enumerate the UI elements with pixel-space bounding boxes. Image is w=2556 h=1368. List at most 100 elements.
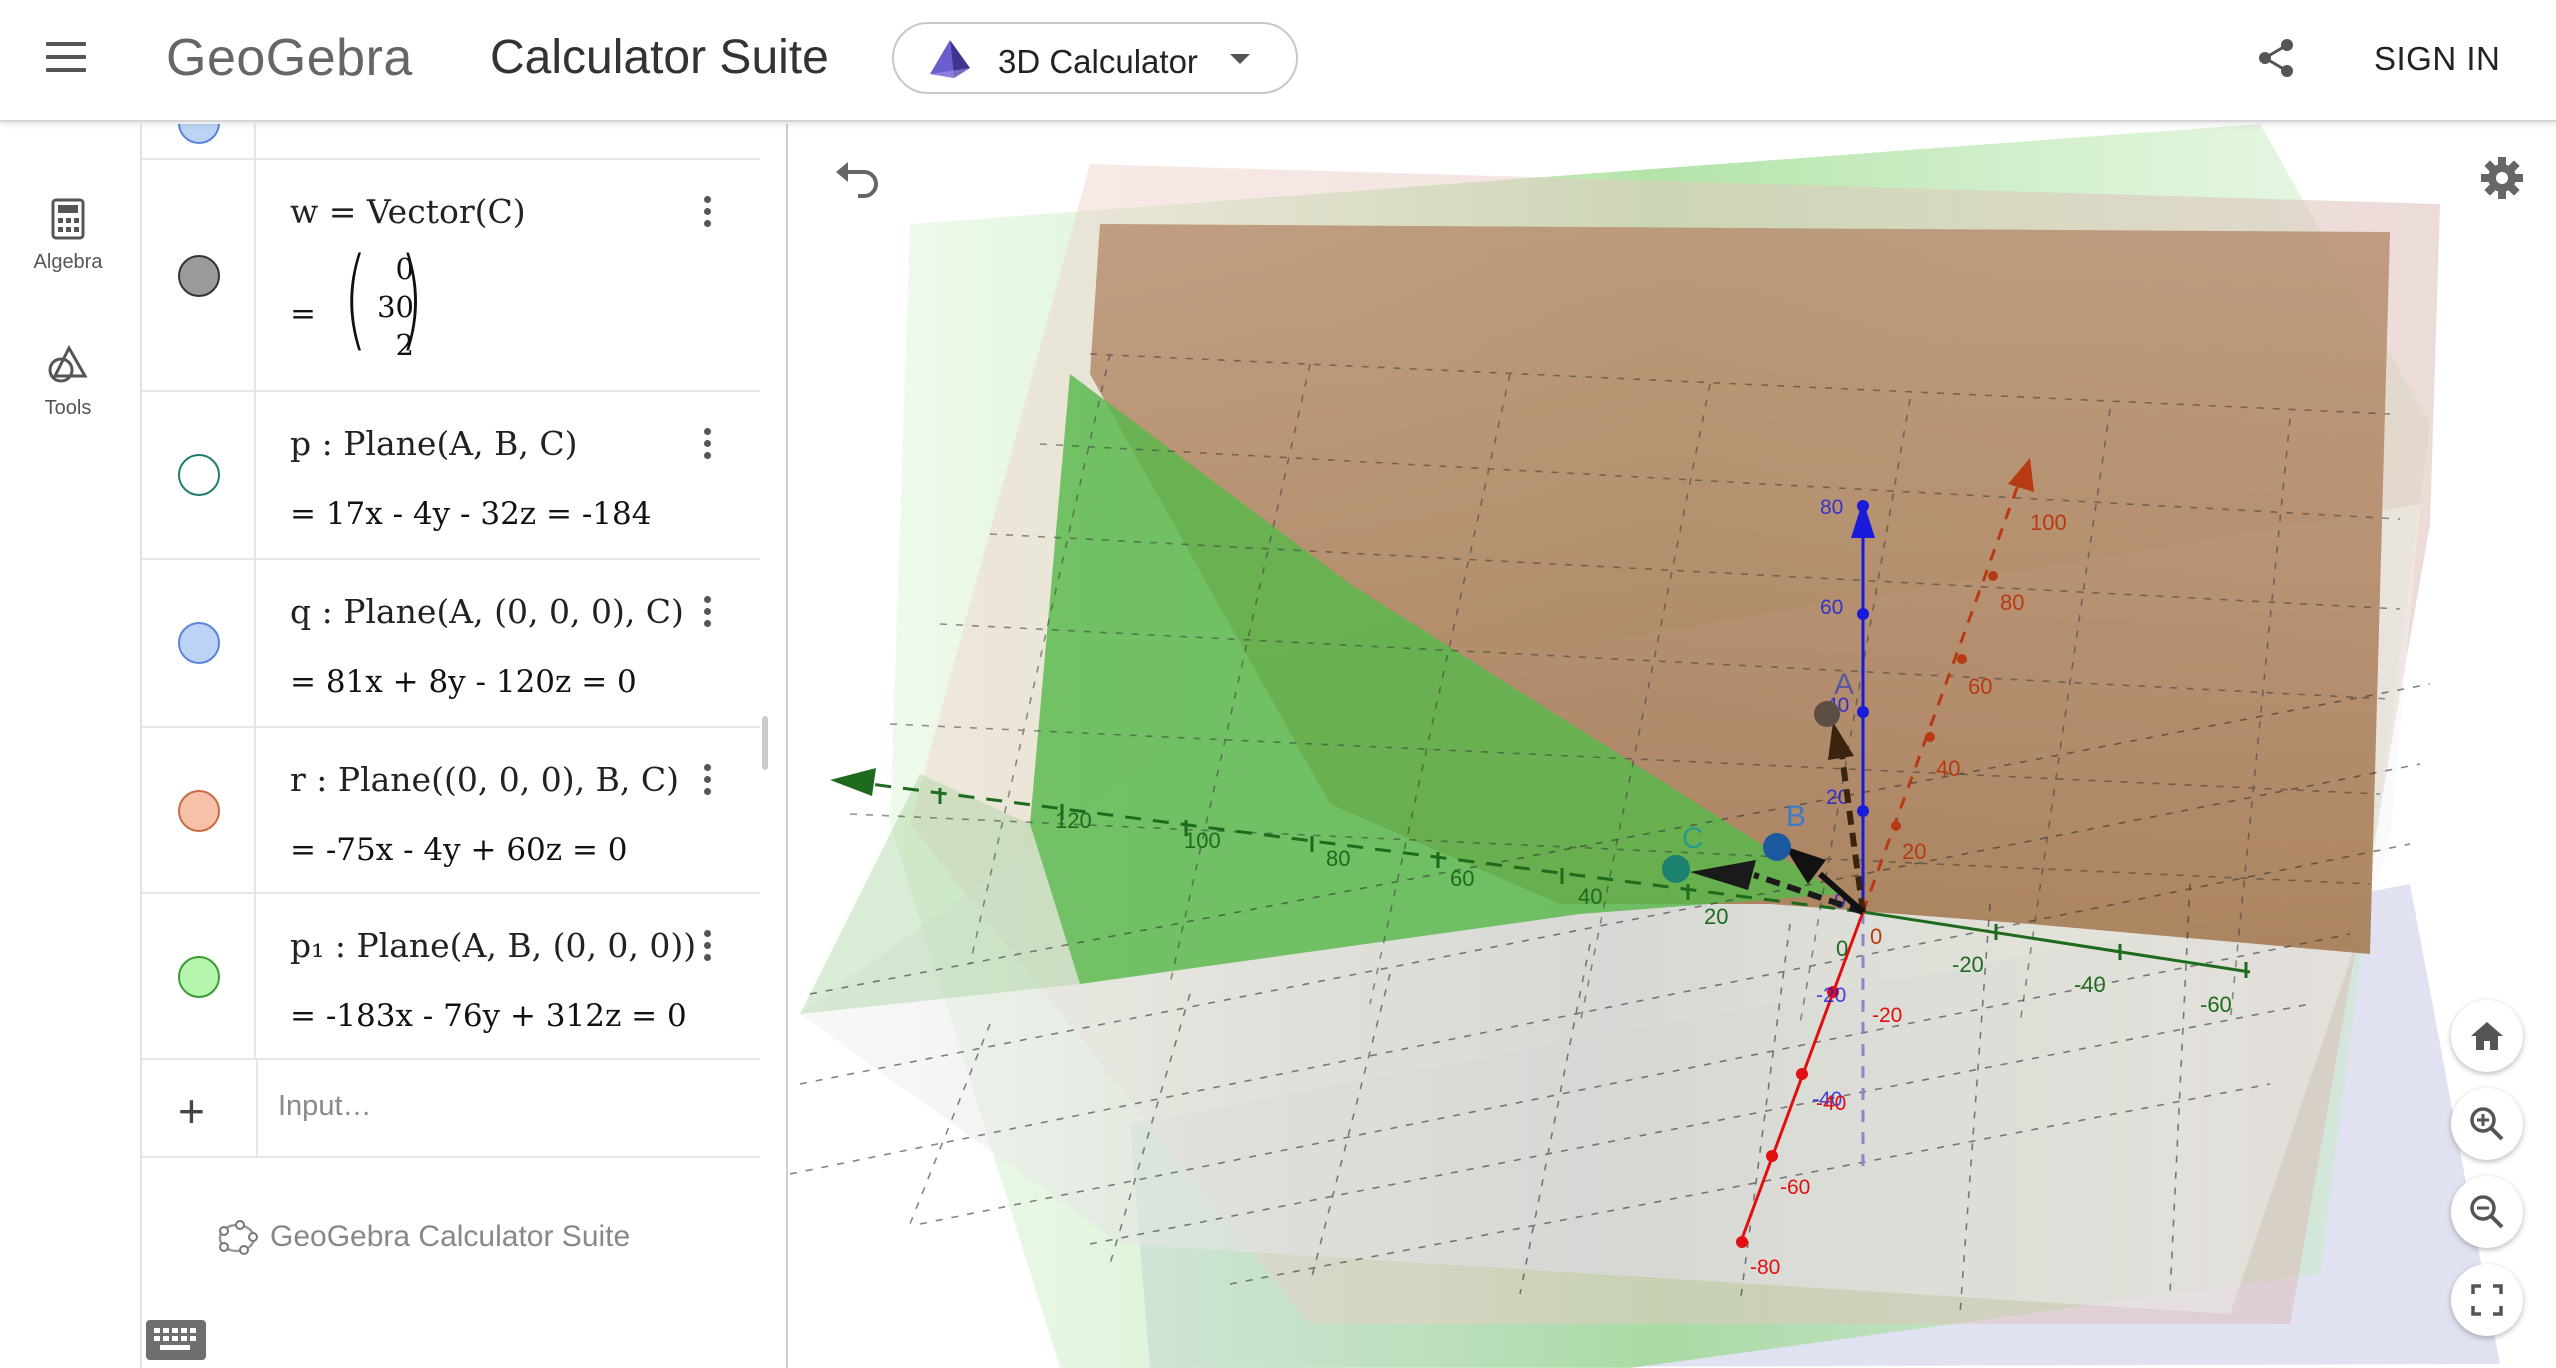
app-header: GeoGebra Calculator Suite 3D Calculator … [0,0,2556,122]
calculator-icon [51,198,85,240]
row-definition[interactable]: w = Vector(C) [290,192,526,231]
marble-cell [142,124,256,158]
point-A[interactable] [1814,701,1840,727]
left-paren: ( [343,234,368,362]
undo-icon[interactable] [832,158,882,198]
home-button[interactable] [2451,1000,2523,1072]
vector-u[interactable] [1839,755,1866,913]
y-ticks [938,788,2248,978]
fullscreen-icon [2471,1284,2503,1316]
algebra-row-partial[interactable] [142,124,760,160]
more-options-icon[interactable] [702,930,712,966]
side-rail: Algebra Tools [0,124,140,1368]
z-axis-arrow [1851,500,1875,538]
zoom-out-button[interactable] [2451,1176,2523,1248]
rail-tools[interactable]: Tools [0,344,136,420]
y-label-120: 120 [1055,808,1092,833]
algebra-row-r[interactable]: r : Plane((0, 0, 0), B, C) = -75x - 4y +… [142,728,760,894]
fullscreen-button[interactable] [2451,1264,2523,1336]
row-eq-sign: = [290,296,316,332]
more-options-icon[interactable] [702,428,712,464]
suite-footer-label: GeoGebra Calculator Suite [270,1219,631,1253]
marble-cell [142,392,256,558]
settings-icon[interactable] [2480,156,2524,200]
more-options-icon[interactable] [702,764,712,800]
zoom-in-button[interactable] [2451,1088,2523,1160]
y-axis-arrow [830,768,876,796]
row-definition[interactable]: p₁ : Plane(A, B, (0, 0, 0)) [290,926,697,965]
row-definition[interactable]: q : Plane(A, (0, 0, 0), C) [290,592,684,631]
z-label-20: 20 [1826,786,1849,809]
algebra-view: w = Vector(C) = ( 0 30 2 ) p : Plane(A, … [140,124,788,1368]
zoom-in-icon [2470,1107,2504,1141]
keyboard-icon[interactable] [146,1320,206,1360]
row-value: = 81x + 8y - 120z = 0 [290,664,637,700]
z-ticks [1857,500,1869,817]
red-ticks [1736,986,1839,1248]
zoom-out-icon [2470,1195,2504,1229]
z-label-neg40: -40 [1812,1088,1842,1111]
share-icon[interactable] [2254,36,2298,80]
scene-3d[interactable]: 0 20 40 60 80 -20 -40 0 20 40 60 80 100 … [790,124,2556,1368]
marble-cell [142,160,256,390]
menu-icon[interactable] [46,42,86,76]
visibility-marble[interactable] [178,790,220,832]
visibility-marble[interactable] [178,255,220,297]
more-options-icon[interactable] [702,596,712,632]
caret-down-icon [1230,54,1250,64]
x-axis [1861,473,2024,913]
y-label-80: 80 [1326,846,1350,871]
rail-algebra[interactable]: Algebra [0,198,136,274]
z-label-neg20: -20 [1816,984,1846,1007]
row-value: = -183x - 76y + 312z = 0 [290,998,687,1034]
vector-y: 30 [377,290,414,324]
marble-cell [142,894,256,1058]
vector-u-arrow [1828,722,1854,760]
row-definition[interactable]: p : Plane(A, B, C) [290,424,578,463]
algebra-input-row: + Input… [142,1060,760,1158]
marble-cell [142,728,256,892]
point-B[interactable] [1763,833,1791,861]
point-A-label: A [1834,668,1854,701]
y-label-neg40: -40 [2074,972,2106,997]
rail-tools-label: Tools [44,397,92,419]
x-label-80: 80 [2000,590,2024,615]
x-label-60: 60 [1968,674,1992,699]
plane-p1-green-front [1030,374,1840,984]
red-label-neg20: -20 [1872,1004,1902,1027]
algebra-row-p[interactable]: p : Plane(A, B, C) = 17x - 4y - 32z = -1… [142,392,760,560]
algebra-row-w[interactable]: w = Vector(C) = ( 0 30 2 ) [142,160,760,392]
x-ticks [1891,571,1998,831]
vector-v[interactable] [1818,871,1865,915]
algebra-row-p1[interactable]: p₁ : Plane(A, B, (0, 0, 0)) = -183x - 76… [142,894,760,1060]
app-selector-dropdown[interactable]: 3D Calculator [892,22,1298,94]
point-C-label: C [1682,822,1704,855]
sign-in-button[interactable]: SIGN IN [2374,40,2501,77]
visibility-marble[interactable] [178,622,220,664]
red-label-neg40: -40 [1816,1092,1846,1115]
red-label-neg60: -60 [1780,1176,1810,1199]
scrollbar[interactable] [762,716,768,770]
more-options-icon[interactable] [702,196,712,232]
grid-lower [790,683,2431,1315]
add-icon[interactable]: + [178,1085,205,1137]
suite-footer: GeoGebra Calculator Suite [216,1219,630,1257]
graphics-3d-view[interactable]: 0 20 40 60 80 -20 -40 0 20 40 60 80 100 … [790,124,2556,1368]
visibility-marble[interactable] [178,454,220,496]
point-C[interactable] [1662,855,1690,883]
suite-title: Calculator Suite [490,31,829,84]
geogebra-logo-icon [218,1220,258,1255]
algebra-row-q[interactable]: q : Plane(A, (0, 0, 0), C) = 81x + 8y - … [142,560,760,728]
visibility-marble[interactable] [178,956,220,998]
x-label-20: 20 [1902,839,1926,864]
y-label-100: 100 [1184,828,1221,853]
tools-icon [48,344,88,383]
algebra-input[interactable]: Input… [278,1090,372,1122]
x-axis-arrow [2008,458,2034,492]
y-label-neg20: -20 [1952,952,1984,977]
pyramid-icon [930,40,970,78]
rail-algebra-label: Algebra [33,251,103,273]
row-definition[interactable]: r : Plane((0, 0, 0), B, C) [290,760,679,799]
vector-w[interactable] [1753,872,1864,915]
vector-matrix: ( 0 30 2 ) [344,243,424,362]
